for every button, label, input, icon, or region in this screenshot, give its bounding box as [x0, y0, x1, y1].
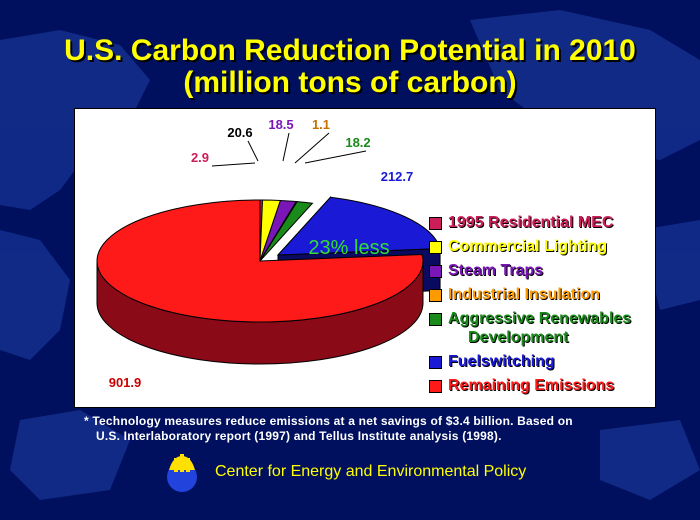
legend-swatch-residential-mec — [429, 217, 442, 230]
legend-swatch-renewables — [429, 313, 442, 326]
center-logo-icon — [167, 454, 197, 492]
footnote-line-1: * Technology measures reduce emissions a… — [84, 414, 573, 428]
chart-title: U.S. Carbon Reduction Potential in 2010 — [64, 34, 636, 67]
pie-slice-remaining-emissions — [96, 199, 424, 323]
pie-leader-1 — [247, 140, 259, 162]
chart-legend: 1995 Residential MEC Commercial Lighting… — [429, 213, 631, 400]
legend-item-industrial-insulation: Industrial Insulation — [429, 285, 631, 304]
chart-subtitle: (million tons of carbon) — [183, 66, 517, 99]
legend-label: Industrial Insulation — [448, 286, 601, 303]
pie-data-label-0: 2.9 — [191, 150, 209, 165]
legend-swatch-remaining-emissions — [429, 380, 442, 393]
footnote: * Technology measures reduce emissions a… — [84, 414, 644, 444]
organization-name: Center for Energy and Environmental Poli… — [215, 463, 527, 480]
pie-leader-4 — [304, 150, 367, 164]
legend-item-residential-mec: 1995 Residential MEC — [429, 213, 631, 232]
legend-item-renewables: Aggressive Renewables Development — [429, 309, 631, 347]
legend-label: Commercial Lighting — [448, 238, 608, 255]
legend-item-remaining-emissions: Remaining Emissions — [429, 376, 631, 395]
legend-label: Steam Traps — [448, 262, 544, 279]
pie-leader-2 — [282, 132, 290, 162]
pie-data-label-3: 1.1 — [312, 117, 330, 132]
legend-label: Aggressive Renewables — [448, 310, 632, 327]
pie-data-label-2: 18.5 — [268, 117, 293, 132]
chart-panel: 23% less 2.9 20.6 18.5 1.1 18.2 212.7 901.9 199… — [74, 108, 656, 408]
legend-item-fuelswitching: Fuelswitching — [429, 352, 631, 371]
pie-annotation: 23% less — [308, 237, 389, 259]
pie-data-label-4: 18.2 — [345, 135, 370, 150]
pie-data-label-6: 901.9 — [109, 375, 142, 390]
legend-item-commercial-lighting: Commercial Lighting — [429, 237, 631, 256]
pie-slice-aggressive-renewables-development — [259, 201, 314, 262]
pie-leader-0 — [211, 162, 256, 167]
legend-label: Fuelswitching — [448, 353, 555, 370]
pie-data-label-5: 212.7 — [381, 169, 414, 184]
legend-swatch-industrial-insulation — [429, 289, 442, 302]
pie-data-label-1: 20.6 — [227, 125, 252, 140]
legend-swatch-steam-traps — [429, 265, 442, 278]
legend-label-line2: Development — [468, 329, 569, 346]
legend-swatch-commercial-lighting — [429, 241, 442, 254]
legend-item-steam-traps: Steam Traps — [429, 261, 631, 280]
legend-label: 1995 Residential MEC — [448, 214, 614, 231]
pie-leader-3 — [294, 132, 330, 164]
footnote-line-2: U.S. Interlaboratory report (1997) and T… — [96, 429, 502, 443]
pie-chart: 23% less 2.9 20.6 18.5 1.1 18.2 212.7 901.9 — [96, 117, 441, 390]
legend-swatch-fuelswitching — [429, 356, 442, 369]
legend-label: Remaining Emissions — [448, 377, 615, 394]
